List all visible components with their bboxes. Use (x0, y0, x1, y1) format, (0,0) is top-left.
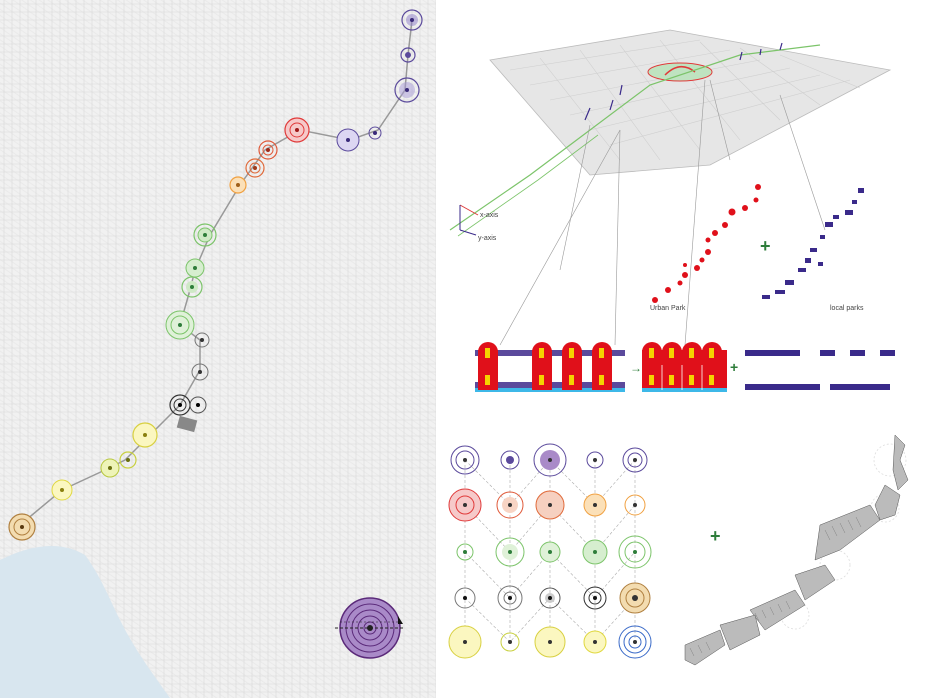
local-parks-section (745, 350, 895, 390)
typology-matrix (448, 443, 652, 659)
matrix-row-gray (454, 582, 651, 614)
local-parks-points (762, 188, 864, 299)
target-circle-icon (191, 363, 209, 381)
target-circle-icon (8, 513, 36, 541)
urban-park-points (652, 184, 761, 303)
park-oval (647, 62, 713, 82)
axis-icon (459, 204, 479, 236)
matrix-row-yellow (448, 625, 652, 659)
target-circle-icon (245, 158, 265, 178)
legend-target-icon (335, 597, 405, 659)
city-slab (489, 29, 892, 176)
target-circle-icon (119, 451, 137, 469)
axonometric-diagram: x-axis y-axis Urban Park + local parks (449, 29, 895, 392)
target-circle-icon (336, 128, 360, 152)
axonometric-diagram-panel: x-axis y-axis Urban Park + local parks (440, 0, 930, 420)
x-axis-label: x-axis (480, 212, 499, 219)
park-strip-panel: + (680, 430, 930, 698)
target-circle-icon (132, 422, 158, 448)
target-circle-icon (51, 479, 73, 501)
target-circle-icon (400, 47, 416, 63)
matrix-row-red (448, 488, 646, 522)
arrow-right-icon: → (630, 361, 642, 375)
target-circle-icon (189, 396, 207, 414)
y-axis-label: y-axis (478, 235, 497, 242)
route-line (19, 19, 413, 526)
plus-icon: + (730, 359, 738, 375)
city-map-panel (0, 0, 436, 698)
urban-park-label: Urban Park (650, 305, 686, 312)
merged-park-section (642, 342, 727, 392)
target-circle-icon (284, 117, 310, 143)
park-strip: + (684, 434, 909, 666)
local-parks-label: local parks (830, 305, 864, 312)
plus-icon: + (760, 236, 771, 256)
target-circle-icon (181, 276, 203, 298)
city-map (0, 0, 436, 698)
plus-icon: + (710, 526, 721, 546)
matrix-row-green (456, 535, 652, 569)
target-circle-icon (193, 223, 217, 247)
corridor-line (449, 44, 821, 231)
urban-park-section (475, 342, 625, 392)
target-circle-icon (185, 258, 205, 278)
typology-matrix-panel (440, 430, 680, 698)
park-strip-fragments (684, 434, 909, 666)
target-circle-icon (401, 9, 423, 31)
target-circle-icon (368, 126, 382, 140)
target-circle-icon (100, 458, 120, 478)
sea-area (0, 545, 170, 698)
target-circle-icon (258, 140, 278, 160)
route-targets (8, 9, 423, 541)
target-circle-icon (229, 176, 247, 194)
target-circle-icon (165, 310, 195, 340)
target-circle-icon (394, 77, 420, 103)
target-circle-icon (194, 332, 210, 348)
matrix-row-purple (450, 443, 648, 477)
